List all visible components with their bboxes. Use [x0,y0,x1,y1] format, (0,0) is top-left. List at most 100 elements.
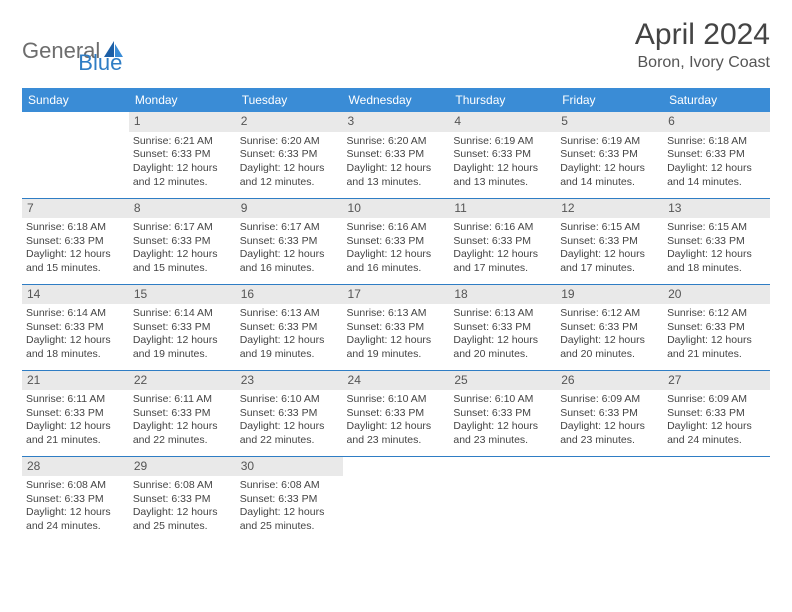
sunset-text: Sunset: 6:33 PM [240,407,339,421]
sunrise-text: Sunrise: 6:18 AM [667,135,766,149]
day-number: 11 [449,199,556,219]
sunset-text: Sunset: 6:33 PM [26,235,125,249]
sunrise-text: Sunrise: 6:13 AM [240,307,339,321]
daylight-text: Daylight: 12 hours and 14 minutes. [667,162,766,189]
daylight-text: Daylight: 12 hours and 22 minutes. [240,420,339,447]
sunrise-text: Sunrise: 6:20 AM [347,135,446,149]
sunrise-text: Sunrise: 6:12 AM [560,307,659,321]
day-cell: 13Sunrise: 6:15 AMSunset: 6:33 PMDayligh… [663,198,770,284]
week-row: 14Sunrise: 6:14 AMSunset: 6:33 PMDayligh… [22,284,770,370]
sunrise-text: Sunrise: 6:13 AM [453,307,552,321]
day-number: 9 [236,199,343,219]
day-cell: 6Sunrise: 6:18 AMSunset: 6:33 PMDaylight… [663,112,770,198]
weekday-header: Monday [129,88,236,112]
location-label: Boron, Ivory Coast [635,54,770,72]
sunset-text: Sunset: 6:33 PM [133,148,232,162]
sunrise-text: Sunrise: 6:14 AM [26,307,125,321]
sunset-text: Sunset: 6:33 PM [133,235,232,249]
week-row: 1Sunrise: 6:21 AMSunset: 6:33 PMDaylight… [22,112,770,198]
day-cell: 19Sunrise: 6:12 AMSunset: 6:33 PMDayligh… [556,284,663,370]
sunset-text: Sunset: 6:33 PM [347,407,446,421]
day-number: 18 [449,285,556,305]
day-cell: 23 Sunrise: 6:10 AMSunset: 6:33 PMDayligh… [236,370,343,456]
daylight-text: Daylight: 12 hours and 25 minutes. [133,506,232,533]
sunrise-text: Sunrise: 6:20 AM [240,135,339,149]
daylight-text: Daylight: 12 hours and 19 minutes. [133,334,232,361]
weekday-header: Wednesday [343,88,450,112]
daylight-text: Daylight: 12 hours and 24 minutes. [26,506,125,533]
brand-logo: General Blue [22,18,122,76]
day-number: 24 [343,371,450,391]
day-number: 8 [129,199,236,219]
week-row: 28Sunrise: 6:08 AMSunset: 6:33 PMDayligh… [22,456,770,542]
day-cell: 10Sunrise: 6:16 AMSunset: 6:33 PMDayligh… [343,198,450,284]
week-row: 7Sunrise: 6:18 AMSunset: 6:33 PMDaylight… [22,198,770,284]
sunset-text: Sunset: 6:33 PM [667,321,766,335]
page-title: April 2024 [635,18,770,52]
sunrise-text: Sunrise: 6:08 AM [26,479,125,493]
day-number: 21 [22,371,129,391]
sunset-text: Sunset: 6:33 PM [560,148,659,162]
daylight-text: Daylight: 12 hours and 19 minutes. [347,334,446,361]
day-number: 30 [236,457,343,477]
daylight-text: Daylight: 12 hours and 23 minutes. [453,420,552,447]
daylight-text: Daylight: 12 hours and 23 minutes. [347,420,446,447]
day-cell: 29Sunrise: 6:08 AMSunset: 6:33 PMDayligh… [129,456,236,542]
day-number: 29 [129,457,236,477]
day-number: 2 [236,112,343,132]
day-number: 3 [343,112,450,132]
sunset-text: Sunset: 6:33 PM [560,321,659,335]
sunrise-text: Sunrise: 6:17 AM [133,221,232,235]
day-number: 26 [556,371,663,391]
day-cell [343,456,450,542]
day-cell: 26Sunrise: 6:09 AMSunset: 6:33 PMDayligh… [556,370,663,456]
daylight-text: Daylight: 12 hours and 17 minutes. [560,248,659,275]
day-number: 12 [556,199,663,219]
brand-blue: Blue [78,50,122,76]
sunset-text: Sunset: 6:33 PM [560,235,659,249]
day-cell: 20 Sunrise: 6:12 AMSunset: 6:33 PMDayligh… [663,284,770,370]
day-number: 20 [663,285,770,305]
day-number: 13 [663,199,770,219]
daylight-text: Daylight: 12 hours and 12 minutes. [133,162,232,189]
day-cell: 18Sunrise: 6:13 AMSunset: 6:33 PMDayligh… [449,284,556,370]
daylight-text: Daylight: 12 hours and 25 minutes. [240,506,339,533]
day-cell: 24Sunrise: 6:10 AMSunset: 6:33 PMDayligh… [343,370,450,456]
sunrise-text: Sunrise: 6:15 AM [667,221,766,235]
sunset-text: Sunset: 6:33 PM [240,148,339,162]
sunrise-text: Sunrise: 6:18 AM [26,221,125,235]
day-cell: 15Sunrise: 6:14 AMSunset: 6:33 PMDayligh… [129,284,236,370]
day-cell: 9Sunrise: 6:17 AMSunset: 6:33 PMDaylight… [236,198,343,284]
sunrise-text: Sunrise: 6:19 AM [453,135,552,149]
day-cell: 14Sunrise: 6:14 AMSunset: 6:33 PMDayligh… [22,284,129,370]
day-cell [449,456,556,542]
day-cell: 27Sunrise: 6:09 AMSunset: 6:33 PMDayligh… [663,370,770,456]
day-cell: 7Sunrise: 6:18 AMSunset: 6:33 PMDaylight… [22,198,129,284]
daylight-text: Daylight: 12 hours and 20 minutes. [560,334,659,361]
sunrise-text: Sunrise: 6:21 AM [133,135,232,149]
sunrise-text: Sunrise: 6:16 AM [347,221,446,235]
sunset-text: Sunset: 6:33 PM [667,407,766,421]
daylight-text: Daylight: 12 hours and 16 minutes. [347,248,446,275]
day-cell: 21Sunrise: 6:11 AMSunset: 6:33 PMDayligh… [22,370,129,456]
sunrise-text: Sunrise: 6:11 AM [26,393,125,407]
sunset-text: Sunset: 6:33 PM [453,148,552,162]
calendar-table: Sunday Monday Tuesday Wednesday Thursday… [22,88,770,542]
day-cell [663,456,770,542]
week-row: 21Sunrise: 6:11 AMSunset: 6:33 PMDayligh… [22,370,770,456]
day-cell: 5Sunrise: 6:19 AMSunset: 6:33 PMDaylight… [556,112,663,198]
day-number: 23 [236,371,343,391]
sunrise-text: Sunrise: 6:12 AM [667,307,766,321]
sunset-text: Sunset: 6:33 PM [347,235,446,249]
daylight-text: Daylight: 12 hours and 13 minutes. [453,162,552,189]
sunrise-text: Sunrise: 6:10 AM [240,393,339,407]
daylight-text: Daylight: 12 hours and 23 minutes. [560,420,659,447]
daylight-text: Daylight: 12 hours and 14 minutes. [560,162,659,189]
day-number: 1 [129,112,236,132]
daylight-text: Daylight: 12 hours and 16 minutes. [240,248,339,275]
day-number: 28 [22,457,129,477]
sunrise-text: Sunrise: 6:08 AM [240,479,339,493]
daylight-text: Daylight: 12 hours and 21 minutes. [667,334,766,361]
daylight-text: Daylight: 12 hours and 18 minutes. [26,334,125,361]
sunset-text: Sunset: 6:33 PM [133,407,232,421]
